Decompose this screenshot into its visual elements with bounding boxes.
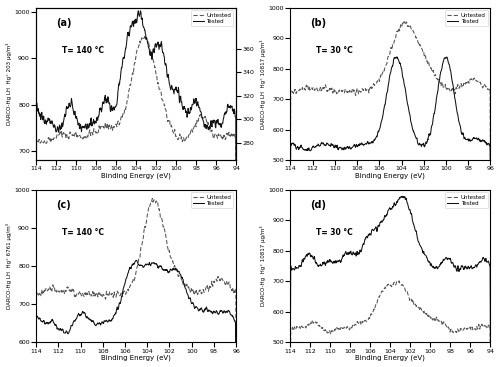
Text: T= 140 °C: T= 140 °C [62, 229, 104, 237]
Text: (d): (d) [310, 200, 326, 210]
Text: (a): (a) [56, 18, 72, 28]
Text: T= 140 °C: T= 140 °C [62, 46, 104, 55]
Text: (c): (c) [56, 200, 71, 210]
Text: T= 30 °C: T= 30 °C [316, 46, 353, 55]
Text: (b): (b) [310, 18, 326, 28]
X-axis label: Binding Energy (eV): Binding Energy (eV) [356, 173, 426, 179]
X-axis label: Binding Energy (eV): Binding Energy (eV) [101, 173, 171, 179]
Y-axis label: DARCO-Hg LH  Hg° 6761 μg/m³: DARCO-Hg LH Hg° 6761 μg/m³ [6, 223, 12, 309]
Legend: Untested, Tested: Untested, Tested [190, 10, 234, 26]
Y-axis label: DARCO-Hg  Hg° 10817 μg/m³: DARCO-Hg Hg° 10817 μg/m³ [260, 226, 266, 306]
Legend: Untested, Tested: Untested, Tested [445, 192, 488, 208]
Y-axis label: DARCO-Hg LH  Hg° 203 μg/m³: DARCO-Hg LH Hg° 203 μg/m³ [6, 43, 12, 125]
Legend: Untested, Tested: Untested, Tested [190, 192, 234, 208]
Legend: Untested, Tested: Untested, Tested [445, 10, 488, 26]
X-axis label: Binding Energy (eV): Binding Energy (eV) [356, 355, 426, 361]
Text: T= 30 °C: T= 30 °C [316, 229, 353, 237]
Y-axis label: DARCO-Hg LH  Hg° 10817 μg/m³: DARCO-Hg LH Hg° 10817 μg/m³ [260, 39, 266, 128]
X-axis label: Binding Energy (eV): Binding Energy (eV) [101, 355, 171, 361]
